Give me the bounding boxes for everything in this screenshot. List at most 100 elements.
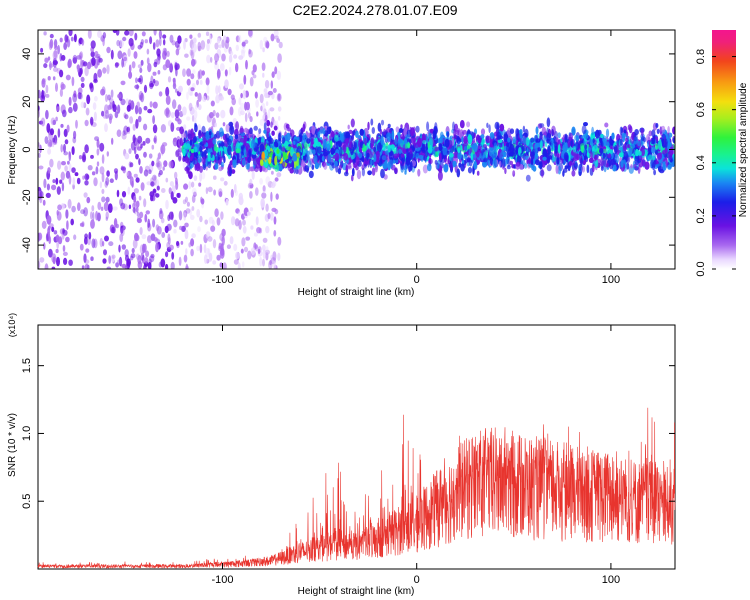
spectrogram-point — [40, 117, 46, 127]
spectrogram-point — [243, 246, 249, 253]
spectrogram-xlabel: Height of straight line (km) — [298, 287, 415, 298]
y-tick-label: -20 — [21, 189, 33, 205]
spectrogram-point — [467, 134, 473, 145]
spectrogram-point — [595, 159, 599, 168]
spectrogram-point — [668, 151, 673, 160]
spectrogram-point — [121, 58, 124, 68]
spectrogram-point — [82, 175, 85, 180]
spectrogram-point — [241, 237, 246, 247]
y-tick-label: 0.5 — [21, 494, 33, 509]
spectrogram-point — [186, 201, 190, 207]
spectrogram-point — [564, 165, 568, 170]
spectrogram-point — [142, 141, 146, 146]
spectrogram-point — [177, 118, 182, 125]
spectrogram-point — [141, 31, 146, 37]
spectrogram-point — [267, 212, 271, 220]
spectrogram-point — [207, 186, 213, 193]
spectrogram-point — [358, 134, 361, 140]
spectrogram-point — [539, 161, 543, 170]
spectrogram-point — [447, 158, 450, 165]
spectrogram-point — [110, 49, 114, 60]
spectrogram-point — [60, 171, 65, 181]
spectrogram-point — [78, 38, 81, 46]
spectrogram-point — [40, 94, 46, 103]
spectrogram-point — [270, 80, 273, 89]
spectrogram-point — [153, 78, 156, 84]
spectrogram-point — [49, 128, 55, 136]
spectrogram-point — [135, 177, 140, 183]
spectrogram-point — [85, 248, 90, 253]
spectrogram-point — [165, 263, 169, 269]
spectrogram-point — [568, 132, 573, 141]
spectrogram-point — [156, 57, 161, 65]
spectrogram-point — [192, 37, 197, 44]
spectrogram-point — [97, 201, 102, 211]
spectrogram-point — [111, 226, 115, 234]
spectrogram-point — [672, 126, 675, 135]
spectrogram-point — [166, 223, 172, 231]
spectrogram-point — [76, 177, 81, 185]
spectrogram-point — [250, 247, 256, 256]
spectrogram-point — [591, 126, 594, 136]
spectrogram-point — [592, 145, 598, 152]
spectrogram-point — [231, 97, 236, 106]
spectrogram-point — [539, 123, 545, 128]
spectrogram-point — [169, 244, 174, 251]
spectrogram-point — [218, 44, 222, 49]
spectrogram-point — [292, 153, 297, 162]
spectrogram-point — [167, 76, 172, 83]
colorbar-ticks: 0.0 0.2 0.4 0.6 0.8 — [695, 49, 736, 277]
spectrogram-point — [400, 134, 404, 140]
spectrogram-point — [73, 90, 77, 98]
spectrogram-point — [576, 153, 580, 161]
spectrogram-point — [499, 160, 502, 167]
spectrogram-point — [72, 177, 76, 186]
spectrogram-point — [426, 121, 430, 132]
spectrogram-point — [79, 222, 84, 227]
spectrogram-point — [83, 192, 88, 198]
spectrogram-point — [130, 141, 136, 151]
spectrogram-point — [99, 166, 105, 175]
spectrogram-point — [68, 106, 73, 114]
spectrogram-point — [124, 265, 129, 269]
spectrogram-point — [260, 105, 263, 112]
spectrogram-point — [49, 158, 54, 168]
spectrogram-point — [373, 153, 377, 162]
spectrogram-point — [310, 138, 315, 146]
spectrogram-point — [473, 161, 478, 170]
spectrogram-point — [672, 137, 675, 144]
spectrogram-point — [128, 64, 132, 73]
spectrogram-point — [219, 95, 225, 101]
spectrogram-point — [65, 74, 71, 81]
spectrogram-point — [124, 114, 129, 120]
spectrogram-point — [64, 34, 68, 43]
spectrogram-point — [175, 177, 178, 185]
spectrogram-point — [223, 146, 227, 155]
spectrogram-point — [225, 124, 230, 133]
spectrogram-point — [95, 210, 99, 221]
spectrogram-point — [106, 46, 111, 54]
spectrogram-point — [110, 89, 114, 98]
spectrogram-point — [99, 181, 103, 189]
spectrogram-point — [623, 151, 629, 161]
spectrogram-point — [127, 48, 131, 57]
spectrogram-point — [452, 152, 458, 159]
spectrogram-point — [387, 144, 392, 149]
spectrogram-point — [94, 136, 100, 142]
spectrogram-point — [309, 147, 313, 155]
spectrogram-point — [185, 265, 189, 269]
spectrogram-point — [70, 218, 74, 226]
spectrogram-point — [435, 150, 438, 158]
spectrogram-point — [206, 42, 210, 52]
spectrogram-point — [66, 124, 70, 133]
spectrogram-point — [212, 260, 217, 265]
spectrogram-point — [106, 170, 110, 177]
spectrogram-point — [217, 85, 221, 94]
spectrogram-point — [261, 152, 265, 161]
spectrogram-point — [579, 143, 586, 150]
snr-ylabel: SNR (10 * v/v) — [7, 413, 18, 477]
x-tick-label: 0 — [414, 274, 420, 286]
spectrogram-point — [311, 125, 316, 135]
spectrogram-point — [123, 56, 128, 62]
spectrogram-point — [170, 261, 175, 269]
